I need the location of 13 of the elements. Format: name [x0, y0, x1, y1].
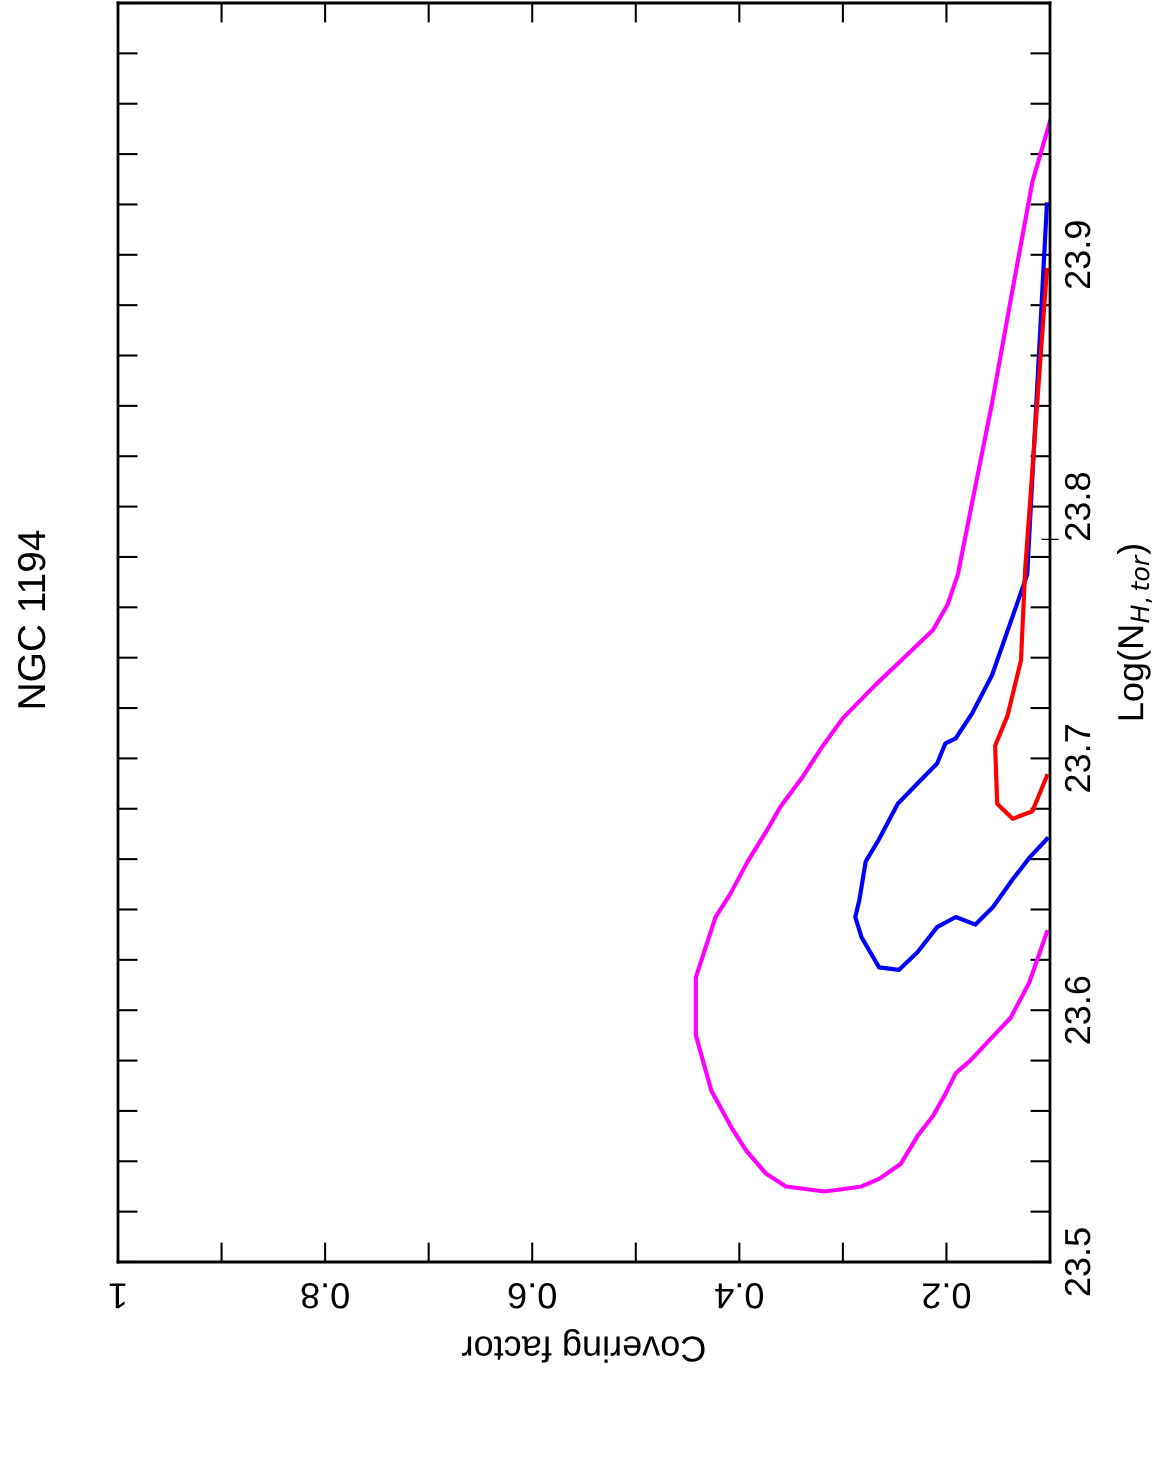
x-tick-label: 0.4 [715, 1283, 764, 1309]
y-tick-label: 23.5 [1064, 1228, 1091, 1296]
text: NGC 1194 [17, 530, 46, 708]
y-axis-title: Log(N$_{H,tor}$) [1117, 545, 1153, 720]
y-tick-label: 23.8 [1064, 473, 1091, 540]
x-tick-label: 0.8 [301, 1283, 349, 1309]
y-tick-label: 23.7 [1064, 725, 1091, 792]
x-tick-label: 0.2 [923, 1283, 971, 1309]
y-tick-label: 23.9 [1064, 221, 1091, 289]
x-tick-label: 1 [109, 1283, 126, 1309]
y-tick-label: 23.6 [1064, 976, 1091, 1044]
x-axis-title: Covering factor [462, 1329, 705, 1363]
x-tick-label: 0.6 [508, 1283, 556, 1309]
